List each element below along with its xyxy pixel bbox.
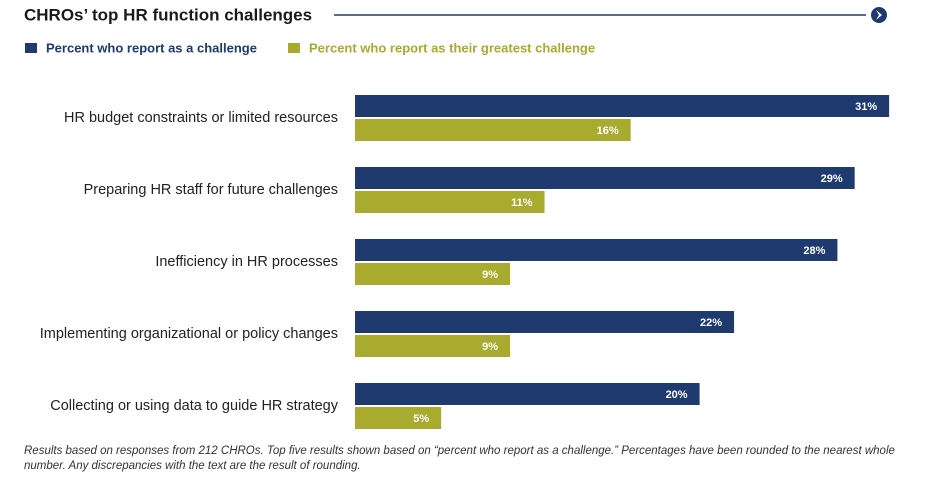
category-label: Preparing HR staff for future challenges bbox=[84, 182, 338, 198]
chart: CHROs’ top HR function challenges Percen… bbox=[24, 5, 890, 429]
bar bbox=[355, 383, 700, 405]
legend-swatch bbox=[288, 43, 300, 53]
bar bbox=[355, 311, 735, 333]
chart-title: CHROs’ top HR function challenges bbox=[24, 5, 312, 24]
bar bbox=[355, 239, 838, 261]
value-label: 28% bbox=[803, 245, 825, 257]
bar bbox=[355, 95, 890, 117]
bar bbox=[355, 407, 442, 429]
bar bbox=[355, 167, 855, 189]
logo-icon bbox=[871, 7, 887, 23]
bar bbox=[355, 119, 631, 141]
value-label: 11% bbox=[511, 197, 533, 209]
legend-swatch bbox=[25, 43, 37, 53]
value-label: 31% bbox=[855, 101, 877, 113]
footnote: Results based on responses from 212 CHRO… bbox=[24, 445, 895, 472]
value-label: 16% bbox=[597, 125, 619, 137]
legend-label: Percent who report as a challenge bbox=[46, 40, 257, 55]
category-label: Collecting or using data to guide HR str… bbox=[50, 398, 338, 414]
value-label: 9% bbox=[482, 341, 498, 353]
legend-label: Percent who report as their greatest cha… bbox=[309, 40, 595, 55]
category-label: Implementing organizational or policy ch… bbox=[40, 326, 338, 342]
value-label: 20% bbox=[666, 389, 688, 401]
category-label: HR budget constraints or limited resourc… bbox=[64, 110, 338, 126]
category-label: Inefficiency in HR processes bbox=[155, 254, 338, 270]
bar bbox=[355, 335, 511, 357]
bar bbox=[355, 191, 545, 213]
value-label: 29% bbox=[821, 173, 843, 185]
value-label: 9% bbox=[482, 269, 498, 281]
value-label: 5% bbox=[413, 413, 429, 425]
bar bbox=[355, 263, 511, 285]
value-label: 22% bbox=[700, 317, 722, 329]
